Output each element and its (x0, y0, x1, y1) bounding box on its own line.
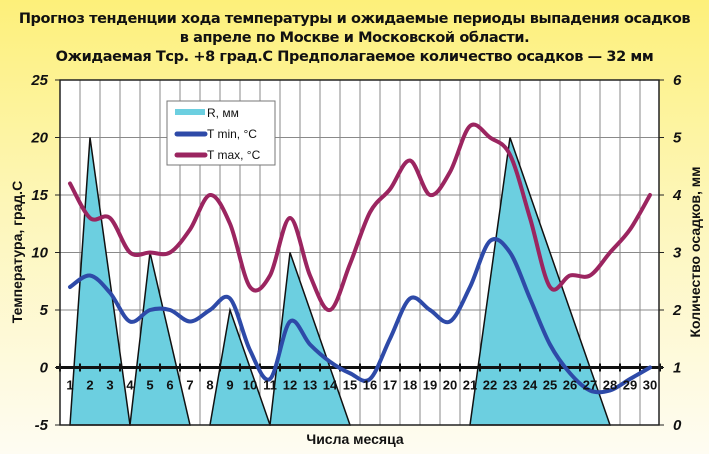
day-label: 8 (206, 378, 213, 393)
x-axis-day-labels: 1 2 3 4 5 6 7 8 9 10 11 12 13 14 15 16 17 18 19 20 21 22 23 24 2… (66, 378, 657, 393)
tmax-line (68, 122, 652, 312)
day-label: 26 (563, 378, 577, 393)
day-label: 5 (146, 378, 153, 393)
day-label: 24 (523, 378, 538, 393)
day-label: 1 (66, 378, 73, 393)
day-label: 23 (503, 378, 517, 393)
day-label: 3 (106, 378, 113, 393)
tmin-line (68, 237, 652, 395)
left-tick-label: 25 (30, 72, 48, 89)
right-axis-ticks: 6 5 4 3 2 1 0 (659, 72, 682, 434)
left-tick-label: 20 (30, 130, 48, 147)
legend-precip-swatch (175, 109, 205, 115)
left-tick-label: 10 (31, 245, 48, 262)
x-axis-title: Числа месяца (306, 431, 403, 447)
day-label: 13 (303, 378, 317, 393)
legend-tmin-label: T min, °C (207, 127, 257, 141)
day-label: 7 (186, 378, 193, 393)
left-tick-label: 15 (31, 187, 48, 204)
legend-precip-label: R, мм (207, 106, 239, 120)
day-label: 2 (86, 378, 93, 393)
chart-title: Прогноз тенденции хода температуры и ожи… (0, 10, 709, 67)
day-label: 27 (583, 378, 597, 393)
day-label: 25 (543, 378, 557, 393)
right-tick-label: 5 (673, 130, 682, 147)
title-line-2: в апреле по Москве и Московской области. (179, 30, 530, 46)
day-label: 12 (283, 378, 297, 393)
right-tick-label: 2 (672, 302, 682, 319)
day-label: 11 (263, 378, 277, 393)
left-tick-label: 0 (40, 360, 49, 377)
day-label: 15 (343, 378, 357, 393)
day-label: 21 (463, 378, 477, 393)
y-axis-right-title: Количество осадков, мм (687, 167, 703, 338)
legend-tmax-label: T max, °C (207, 148, 261, 162)
title-line-1: Прогноз тенденции хода температуры и ожи… (18, 11, 691, 27)
left-tick-label: 5 (40, 302, 49, 319)
day-label: 28 (603, 378, 617, 393)
day-label: 16 (363, 378, 377, 393)
day-label: 6 (166, 378, 173, 393)
day-label: 4 (126, 378, 134, 393)
right-tick-label: 4 (672, 187, 682, 204)
day-label: 22 (483, 378, 497, 393)
left-tick-label: -5 (35, 417, 49, 434)
day-label: 20 (443, 378, 457, 393)
right-tick-label: 6 (673, 72, 682, 89)
zero-axis (56, 363, 663, 372)
right-tick-label: 3 (673, 245, 682, 262)
day-label: 18 (403, 378, 417, 393)
day-label: 14 (323, 378, 338, 393)
day-label: 10 (243, 378, 257, 393)
day-label: 17 (383, 378, 397, 393)
right-tick-label: 1 (673, 360, 681, 377)
y-axis-left-title: Температура, град.С (9, 181, 25, 323)
day-label: 19 (423, 378, 437, 393)
day-label: 29 (623, 378, 637, 393)
day-label: 9 (226, 378, 233, 393)
legend: R, мм T min, °C T max, °C (166, 100, 276, 166)
title-line-3: Ожидаемая Тср. +8 град.С Предполагаемое … (55, 49, 654, 65)
day-label: 30 (643, 378, 657, 393)
right-tick-label: 0 (673, 417, 682, 434)
left-axis-ticks: 25 20 15 10 5 0 -5 (30, 72, 60, 434)
